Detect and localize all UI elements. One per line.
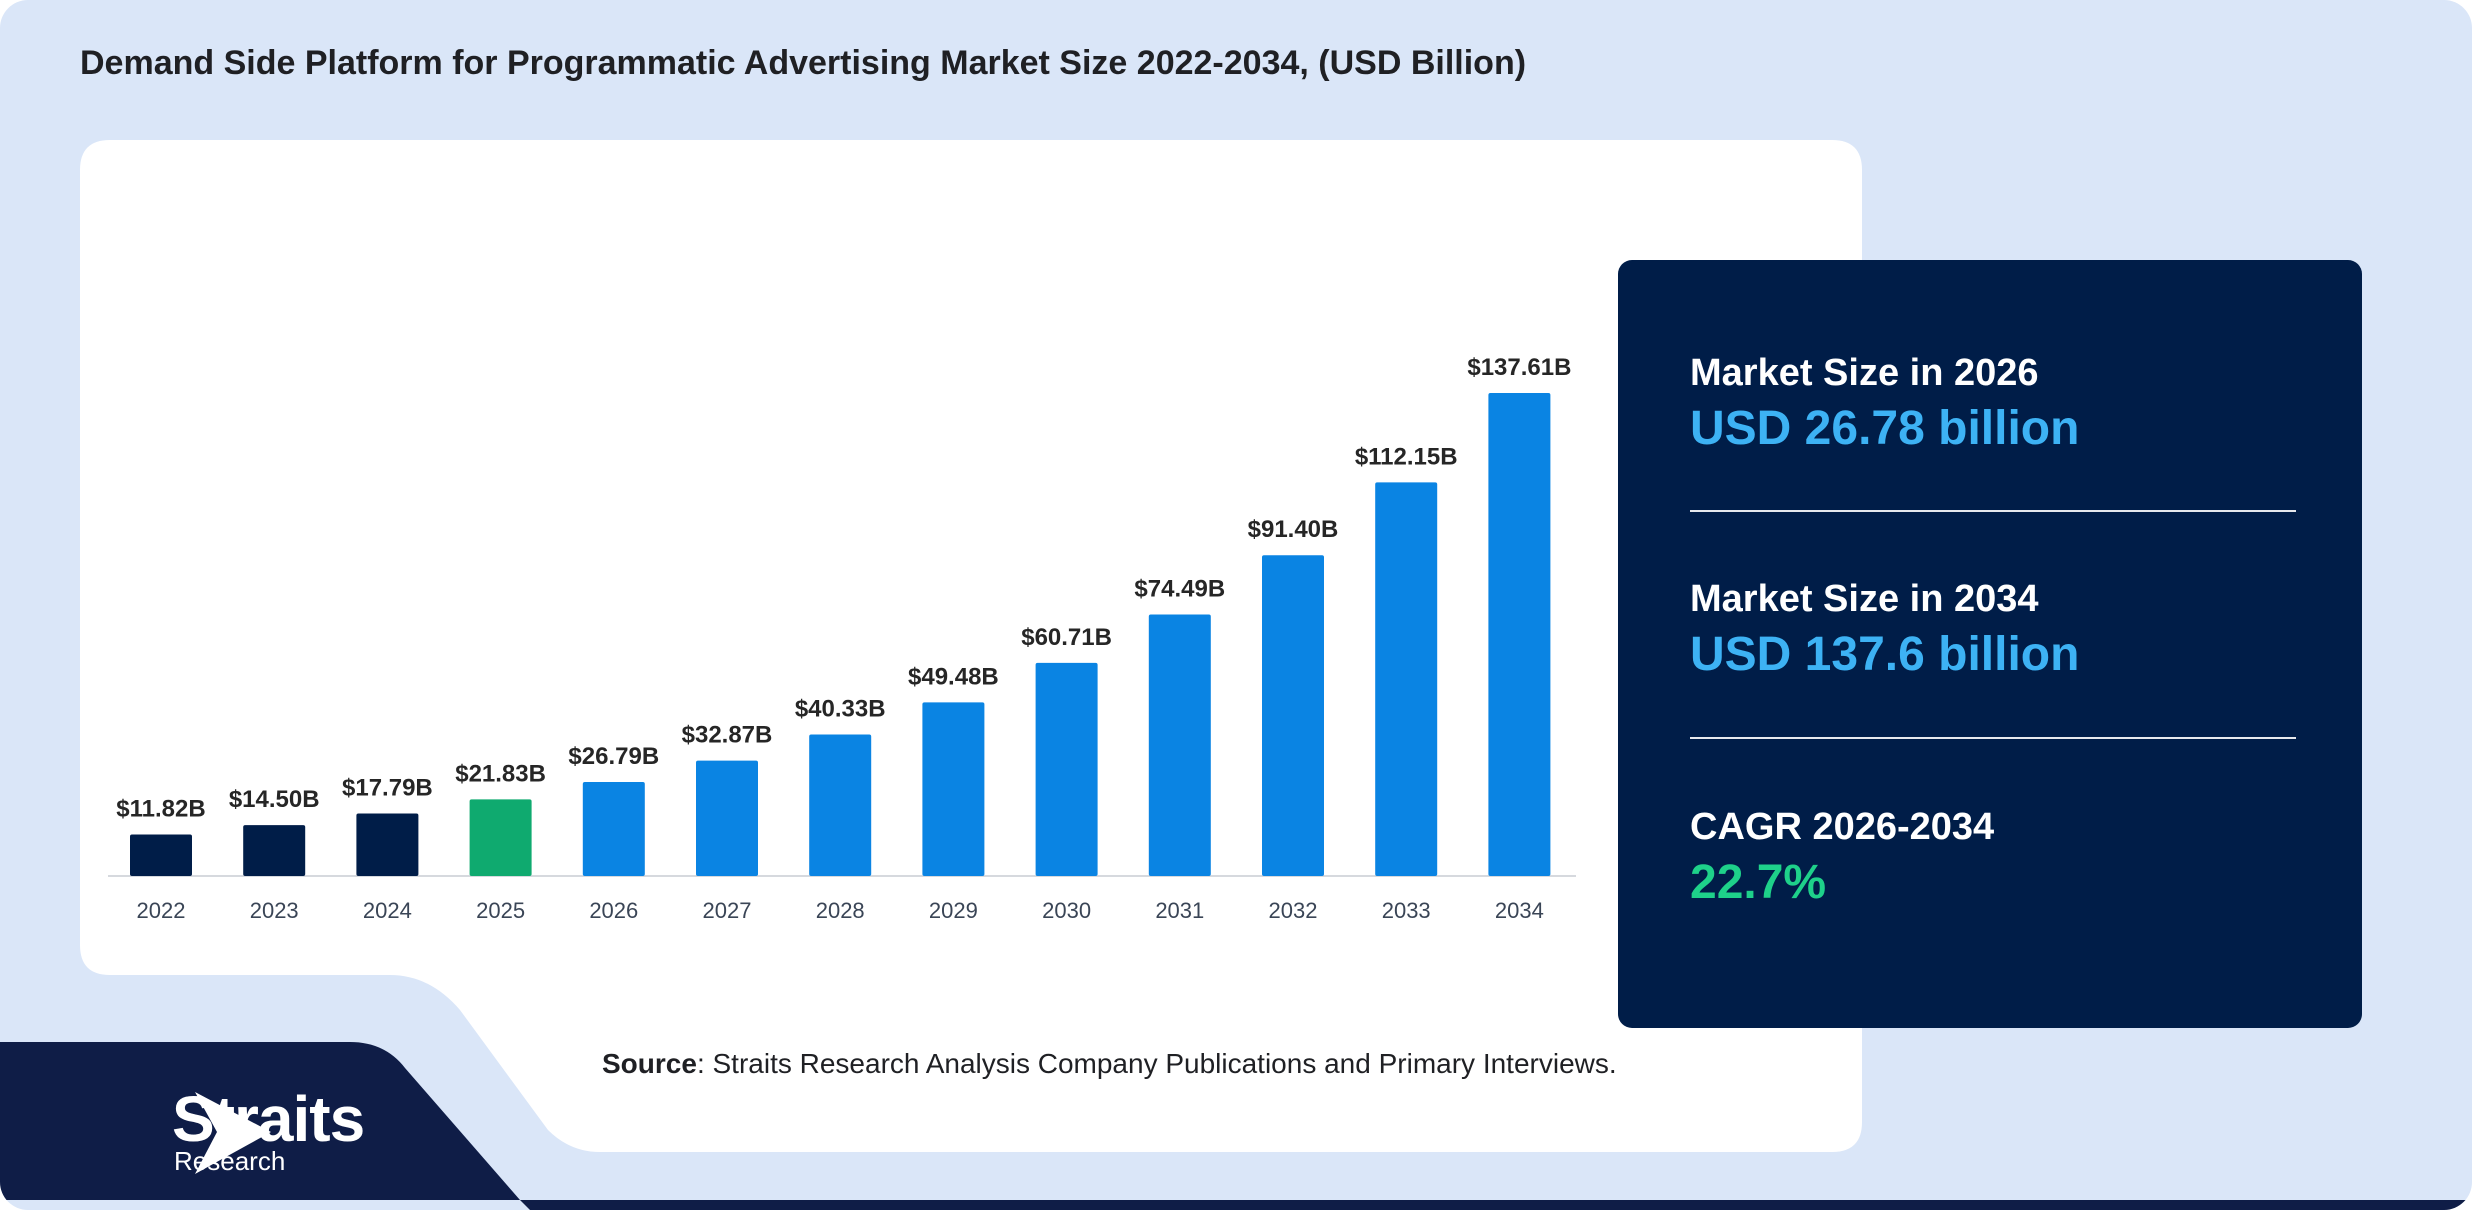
tick-label-2029: 2029 [929,898,978,923]
bar-2029 [922,702,985,876]
value-label-2025: $21.83B [455,760,546,787]
value-labels-group: $11.82B $14.50B $17.79B $21.83B $26.79B $32.8… [116,354,1571,823]
value-label-2033: $112.15B [1355,443,1458,470]
value-label-2027: $32.87B [682,722,773,749]
bar-2030 [1035,662,1098,876]
value-label-2030: $60.71B [1021,624,1112,651]
bar-2023 [243,825,306,876]
source-text: : Straits Research Analysis Company Publ… [696,1048,1617,1079]
metric-cagr: CAGR 2026-2034 22.7% [1690,806,2296,910]
tick-label-2023: 2023 [250,898,299,923]
chart-card [80,140,1862,1152]
source-prefix: Source [602,1048,697,1079]
bar-2024 [356,813,419,876]
tick-label-2026: 2026 [589,898,638,923]
value-label-2029: $49.48B [908,663,999,690]
chart-title: Demand Side Platform for Programmatic Ad… [80,44,1527,82]
brand-subtitle: Research [174,1146,286,1176]
value-label-2023: $14.50B [229,786,320,813]
bar-2022 [130,834,192,876]
source-note: Source: Straits Research Analysis Compan… [602,1048,1617,1080]
bar-2026 [582,781,645,876]
bars-group [130,393,1551,876]
value-label-2034: $137.61B [1467,354,1571,381]
brand-band [0,1042,520,1200]
metric-value: 22.7% [1690,856,1827,909]
bar-2033 [1375,482,1438,876]
value-label-2028: $40.33B [795,695,886,722]
value-label-2024: $17.79B [342,775,433,802]
bar-2032 [1262,555,1324,876]
tick-label-2032: 2032 [1269,898,1318,923]
bar-2031 [1148,614,1211,876]
tick-label-2025: 2025 [476,898,525,923]
tick-label-2031: 2031 [1155,898,1204,923]
tick-label-2030: 2030 [1042,898,1091,923]
panel-divider [1690,737,2296,739]
tick-label-2024: 2024 [363,898,412,923]
metric-label: CAGR 2026-2034 [1690,806,1995,848]
bar-2027 [696,760,758,876]
arrow-chevron-logo-icon [195,1092,271,1174]
tick-label-2033: 2033 [1382,898,1431,923]
value-label-2022: $11.82B [116,796,205,823]
metric-market-size-2026: Market Size in 2026 USD 26.78 billion [1690,352,2296,456]
bar-chart: $11.82B $14.50B $17.79B $21.83B $26.79B $32.8… [108,354,1576,923]
tick-label-2028: 2028 [816,898,865,923]
metric-label: Market Size in 2034 [1690,578,2039,620]
tick-label-2022: 2022 [137,898,186,923]
tick-label-2027: 2027 [703,898,752,923]
metric-label: Market Size in 2026 [1690,352,2039,394]
value-label-2032: $91.40B [1248,516,1339,543]
bar-2034 [1488,393,1551,876]
market-summary-panel: Market Size in 2026 USD 26.78 billion Ma… [1618,260,2362,1028]
tick-label-2034: 2034 [1495,898,1544,923]
bar-2028 [809,734,872,876]
bottom-strip [500,1200,2472,1210]
tick-labels-group: 2022 2023 2024 2025 2026 2027 2028 2029 2030 2031… [137,898,1544,923]
metric-value: USD 137.6 billion [1690,628,2080,681]
bar-2025 [469,799,532,876]
value-label-2026: $26.79B [568,743,659,770]
value-label-2031: $74.49B [1134,576,1225,603]
panel-divider [1690,510,2296,512]
metric-value: USD 26.78 billion [1690,402,2080,455]
brand-name: Straits [172,1083,365,1155]
metric-market-size-2034: Market Size in 2034 USD 137.6 billion [1690,578,2296,682]
